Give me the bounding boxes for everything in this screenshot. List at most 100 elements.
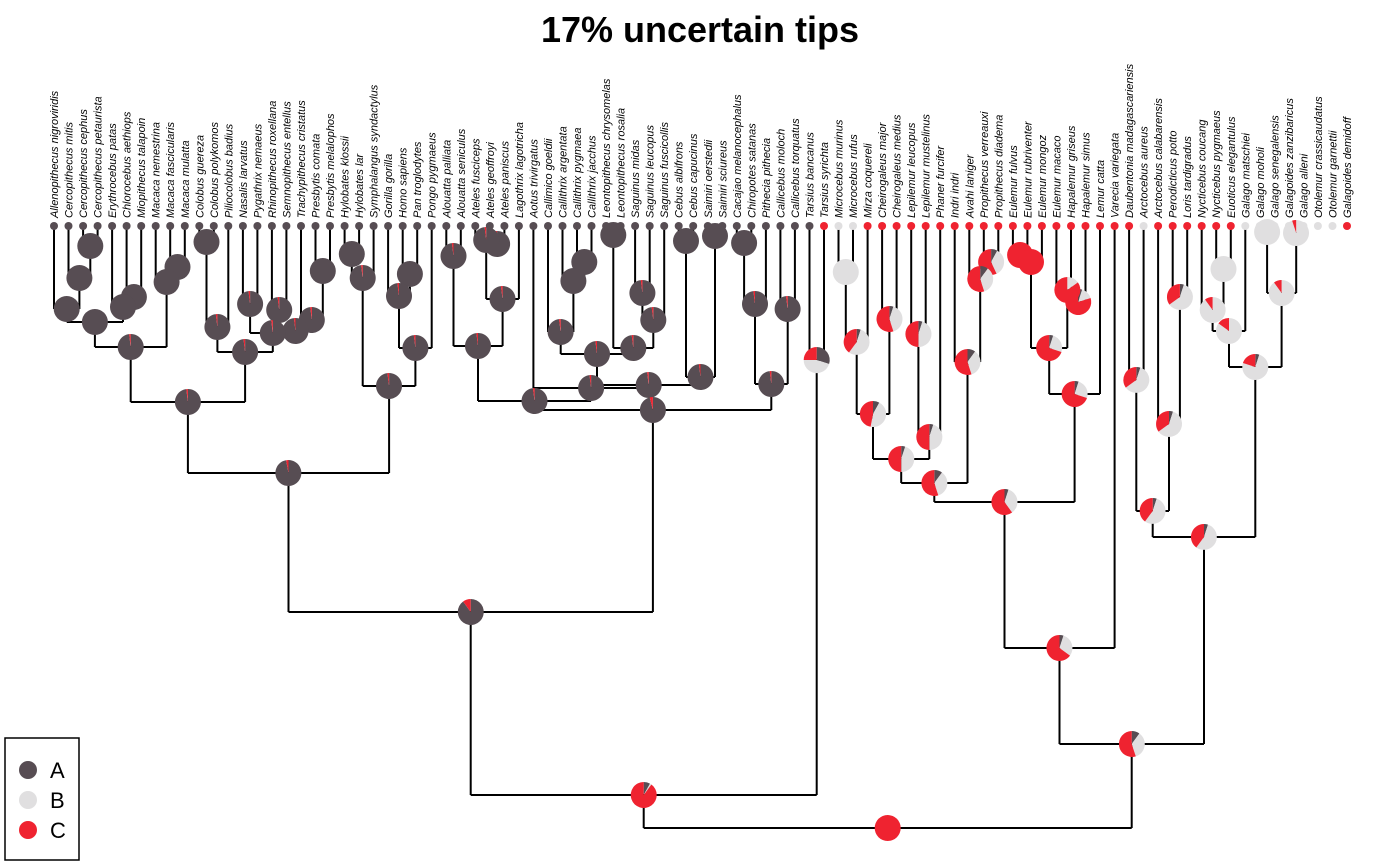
tip-marker — [834, 222, 843, 230]
pie-slice — [758, 371, 785, 397]
tip-marker — [674, 222, 683, 230]
tip-marker — [1255, 222, 1264, 230]
tip-label: Lagothrix lagotricha — [514, 122, 526, 218]
pie-slice — [673, 228, 699, 254]
tip-marker — [1212, 222, 1221, 230]
node-pie — [774, 295, 801, 322]
tip-label: Cebus albifrons — [674, 141, 686, 218]
node-pie — [1046, 634, 1073, 661]
tip-label: Pan troglodytes — [412, 141, 424, 218]
tip-marker — [1023, 222, 1032, 230]
node-pie — [1166, 283, 1193, 310]
pie-slice — [1169, 410, 1173, 424]
pie-slice — [275, 460, 302, 486]
node-pie — [1036, 334, 1063, 361]
pie-slice — [232, 339, 259, 365]
node-pie — [386, 282, 413, 310]
pie-slice — [901, 445, 906, 459]
tip-label: Otolemur crassicaudatus — [1313, 96, 1325, 218]
pie-slice — [310, 306, 312, 320]
tip-label: Ateles paniscus — [499, 140, 511, 219]
tip-label: Saguinus leucopus — [645, 125, 657, 218]
pie-slice — [309, 258, 336, 284]
tip-label: Piliocolobus badius — [223, 123, 235, 218]
node-pie — [832, 259, 859, 285]
tip-marker — [878, 222, 887, 230]
node-pie — [266, 297, 293, 323]
node-pie — [473, 227, 500, 253]
pie-slice — [1199, 296, 1226, 323]
tip-label: Indri indri — [950, 172, 962, 218]
pie-slice — [186, 389, 188, 402]
tip-marker — [805, 222, 814, 230]
node-pie — [629, 280, 656, 306]
node-pie — [193, 229, 220, 255]
tip-label: Hapalemur simus — [1081, 132, 1093, 218]
pie-slice — [1268, 279, 1295, 306]
tip-label: Microcebus rufus — [848, 134, 860, 218]
pie-slice — [1218, 317, 1229, 331]
pie-slice — [753, 291, 755, 304]
pie-slice — [1205, 297, 1213, 310]
pie-slice — [639, 397, 666, 424]
tip-label: Callithrix jacchus — [587, 135, 599, 218]
pie-slice — [640, 306, 667, 334]
tip-label: Lepilemur mustelinus — [921, 114, 933, 218]
tip-marker — [558, 222, 567, 230]
pie-slice — [386, 282, 413, 310]
tip-marker — [253, 222, 262, 230]
tip-label: Miopithecus talapoin — [136, 118, 148, 218]
tip-label: Eulemur macaco — [1051, 135, 1063, 218]
pie-slice — [918, 321, 932, 348]
tip-marker — [1284, 222, 1293, 230]
pie-slice — [631, 335, 634, 348]
pie-slice — [259, 319, 286, 347]
pie-slice — [1046, 634, 1070, 661]
tip-label: Chlorocebus aethiops — [122, 111, 134, 218]
tip-label: Eulemur rubriventer — [1022, 120, 1034, 218]
tip-marker — [1154, 222, 1163, 230]
pie-slice — [560, 268, 587, 294]
node-pie — [1018, 249, 1044, 275]
pie-slice — [1078, 289, 1091, 302]
pie-slice — [584, 341, 611, 368]
pie-slice — [1018, 249, 1044, 275]
tip-marker — [442, 222, 451, 230]
node-pie — [117, 334, 144, 360]
tip-marker — [485, 222, 494, 230]
tip-label: Presbytis melalophos — [325, 113, 337, 218]
pie-slice — [980, 268, 994, 292]
node-pie — [571, 249, 598, 275]
pie-slice — [934, 469, 942, 483]
pie-slice — [387, 372, 390, 386]
node-pie — [153, 269, 180, 295]
tip-label: Daubentonia madagascariensis — [1124, 63, 1136, 218]
node-pie — [174, 389, 201, 415]
pie-slice — [643, 781, 650, 795]
tip-marker — [1197, 222, 1206, 230]
pie-slice — [571, 249, 598, 275]
legend-label-b: B — [50, 788, 65, 813]
pie-slice — [1169, 284, 1193, 310]
node-pie — [547, 318, 574, 345]
pie-slice — [53, 296, 80, 322]
node-pie — [1210, 256, 1237, 282]
pie-slice — [1054, 277, 1081, 303]
tip-marker — [384, 222, 393, 230]
pie-slice — [559, 318, 561, 332]
pie-slice — [918, 320, 923, 334]
tip-marker — [689, 222, 698, 230]
tip-label: Eulemur fulvus — [1008, 145, 1020, 218]
tip-marker — [238, 222, 247, 230]
tip-marker — [776, 222, 785, 230]
tip-label: Chiropotes satanas — [746, 123, 758, 218]
tip-label: Saguinus fuscicollis — [659, 122, 671, 218]
pie-slice — [1196, 524, 1217, 550]
pie-slice — [1166, 284, 1180, 305]
tip-label: Symphalangus syndactylus — [369, 84, 381, 218]
tip-label: Pithecia pithecia — [761, 138, 773, 218]
node-pie — [1190, 523, 1217, 550]
tip-marker — [282, 222, 291, 230]
tip-marker — [1052, 222, 1061, 230]
